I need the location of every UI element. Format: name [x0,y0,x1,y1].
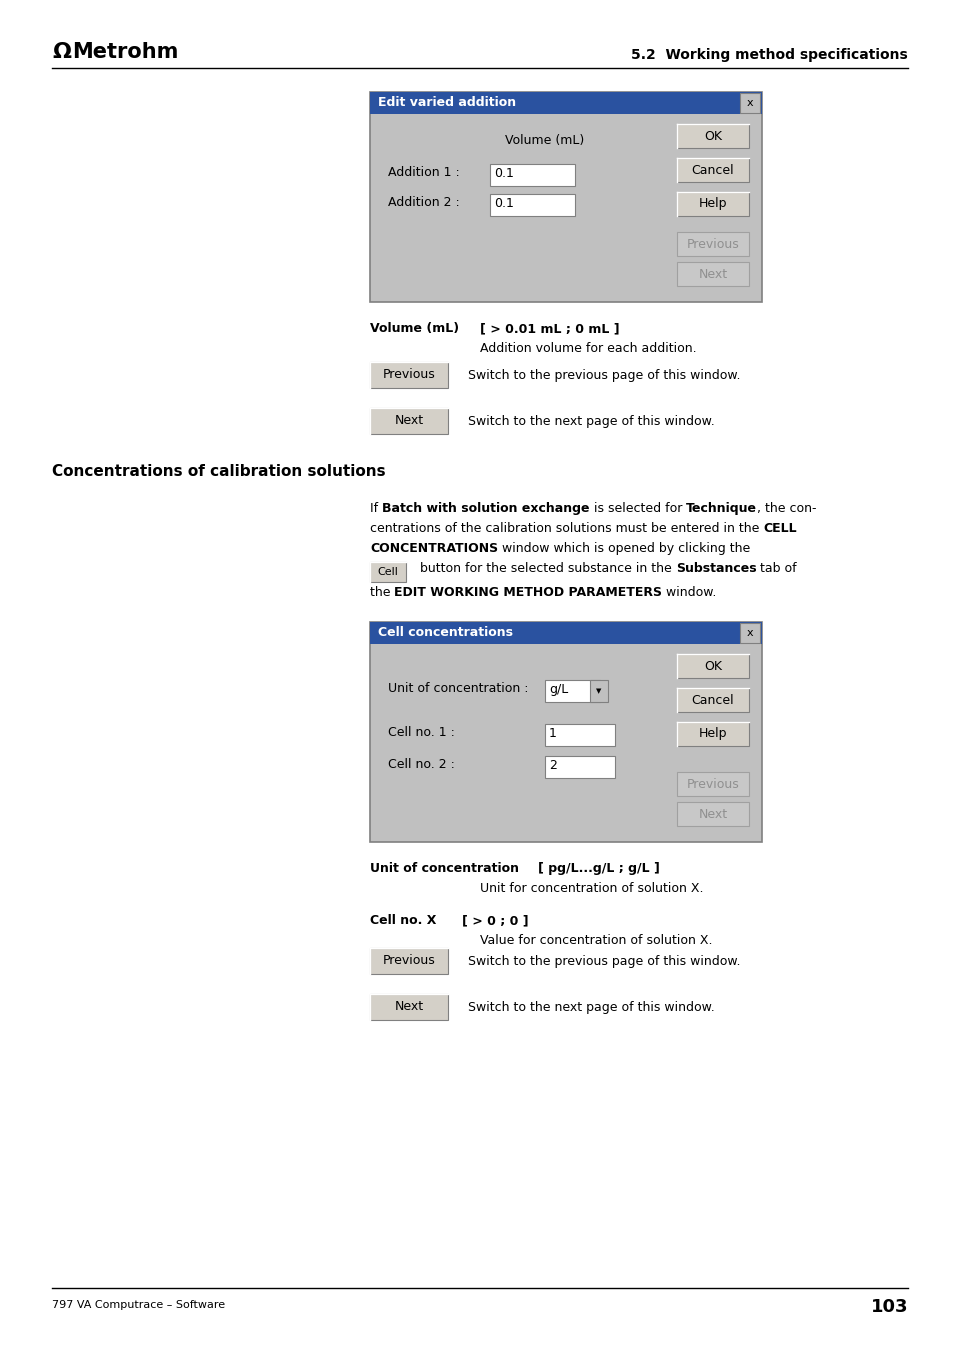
Bar [589,680,607,702]
Text: Metrohm: Metrohm [71,42,178,62]
Text: [ pg/L...g/L ; g/L ]: [ pg/L...g/L ; g/L ] [537,863,659,875]
Text: Addition volume for each addition.: Addition volume for each addition. [479,342,696,355]
Text: CONCENTRATIONS: CONCENTRATIONS [370,541,497,555]
Text: Switch to the next page of this window.: Switch to the next page of this window. [468,1000,714,1014]
Text: Next: Next [394,414,423,428]
Text: tab of: tab of [756,562,796,575]
Text: Value for concentration of solution X.: Value for concentration of solution X. [479,934,712,946]
Text: ▼: ▼ [596,688,601,694]
Bar [370,948,448,973]
Text: Cell concentrations: Cell concentrations [377,626,513,640]
Text: Addition 2 :: Addition 2 : [388,196,459,209]
Bar [677,688,748,711]
Text: Next: Next [698,267,727,281]
Bar [370,994,448,1021]
Text: x: x [746,99,753,108]
Bar [677,158,748,182]
Text: Next: Next [394,1000,423,1014]
Text: 797 VA Computrace – Software: 797 VA Computrace – Software [52,1300,225,1310]
Text: Next: Next [698,807,727,821]
Text: Substances: Substances [675,562,756,575]
Text: Concentrations of calibration solutions: Concentrations of calibration solutions [52,464,385,479]
Text: Previous: Previous [382,369,435,382]
Text: , the con-: , the con- [757,502,816,514]
Text: 1: 1 [548,728,557,740]
Text: Edit varied addition: Edit varied addition [377,96,516,109]
Text: Cancel: Cancel [691,163,734,177]
Text: Unit for concentration of solution X.: Unit for concentration of solution X. [479,882,702,895]
Text: 5.2  Working method specifications: 5.2 Working method specifications [631,49,907,62]
Text: Switch to the previous page of this window.: Switch to the previous page of this wind… [468,954,740,968]
Bar [370,92,761,302]
Text: OK: OK [703,130,721,143]
Text: Unit of concentration :: Unit of concentration : [388,682,528,695]
Bar [677,772,748,796]
Text: the: the [370,586,395,599]
Bar [740,622,760,643]
Bar [677,262,748,286]
Text: Switch to the next page of this window.: Switch to the next page of this window. [468,414,714,428]
Text: Cell no. 2 :: Cell no. 2 : [388,757,455,771]
Bar [544,680,599,702]
Text: OK: OK [703,660,721,672]
Text: Help: Help [698,197,726,211]
Text: g/L: g/L [548,683,568,697]
Bar [740,93,760,113]
Bar [677,722,748,747]
Text: CELL: CELL [762,522,796,535]
Text: 2: 2 [548,759,557,772]
Bar [490,163,575,186]
Text: Help: Help [698,728,726,741]
Text: Cancel: Cancel [691,694,734,706]
Text: Unit of concentration: Unit of concentration [370,863,518,875]
Text: centrations of the calibration solutions must be entered in the: centrations of the calibration solutions… [370,522,762,535]
Bar [490,194,575,216]
Text: 0.1: 0.1 [494,197,514,211]
Text: Volume (mL): Volume (mL) [505,134,584,147]
Text: Addition 1 :: Addition 1 : [388,166,459,180]
Bar [370,622,761,842]
Bar [677,653,748,678]
Bar [677,232,748,256]
Text: x: x [746,628,753,639]
Bar [370,362,448,387]
Text: If: If [370,502,382,514]
Text: 103: 103 [869,1297,907,1316]
Bar [677,802,748,826]
Text: is selected for: is selected for [589,502,685,514]
Text: [ > 0 ; 0 ]: [ > 0 ; 0 ] [461,914,528,927]
Bar [544,724,615,747]
Text: 0.1: 0.1 [494,167,514,180]
Bar [544,756,615,778]
Bar [370,92,761,113]
Bar [677,124,748,148]
Text: Cell: Cell [377,567,398,576]
Bar [370,408,448,433]
Text: Cell no. 1 :: Cell no. 1 : [388,726,455,738]
Bar [677,192,748,216]
Text: Cell no. X: Cell no. X [370,914,436,927]
Text: Volume (mL): Volume (mL) [370,323,458,335]
Text: EDIT WORKING METHOD PARAMETERS: EDIT WORKING METHOD PARAMETERS [395,586,661,599]
Text: [ > 0.01 mL ; 0 mL ]: [ > 0.01 mL ; 0 mL ] [479,323,619,335]
Text: Ω: Ω [52,42,71,62]
Text: Switch to the previous page of this window.: Switch to the previous page of this wind… [468,369,740,382]
Text: Previous: Previous [686,238,739,251]
Text: button for the selected substance in the: button for the selected substance in the [416,562,675,575]
Text: window.: window. [661,586,716,599]
Bar [370,562,406,582]
Bar [370,622,761,644]
Text: Previous: Previous [382,954,435,968]
Text: Batch with solution exchange: Batch with solution exchange [382,502,589,514]
Text: window which is opened by clicking the: window which is opened by clicking the [497,541,750,555]
Text: Previous: Previous [686,778,739,791]
Text: Technique: Technique [685,502,757,514]
